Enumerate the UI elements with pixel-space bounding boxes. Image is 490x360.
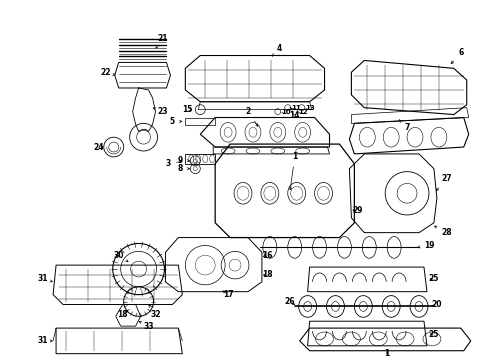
Text: 1: 1	[290, 152, 297, 190]
Text: 17: 17	[223, 290, 233, 299]
Text: 3: 3	[166, 159, 182, 168]
Text: 6: 6	[451, 48, 464, 64]
Text: 26: 26	[285, 297, 295, 306]
Text: 31: 31	[38, 336, 52, 345]
Text: 11: 11	[291, 105, 300, 111]
Text: 4: 4	[272, 44, 282, 56]
Text: 8: 8	[178, 164, 190, 173]
Text: 28: 28	[435, 226, 452, 237]
Text: 5: 5	[170, 117, 182, 126]
Text: 29: 29	[352, 206, 363, 215]
Text: 9: 9	[178, 156, 190, 165]
Text: 7: 7	[399, 120, 410, 132]
Text: 18: 18	[263, 270, 273, 279]
Text: 25: 25	[429, 274, 439, 283]
Text: 23: 23	[153, 107, 168, 116]
Text: 25: 25	[429, 329, 439, 338]
Text: 15: 15	[182, 105, 193, 114]
Text: 20: 20	[432, 300, 442, 309]
Text: 12: 12	[298, 109, 308, 114]
Text: 13: 13	[305, 105, 315, 111]
Text: 22: 22	[100, 68, 115, 77]
Text: 31: 31	[38, 274, 52, 283]
Text: 30: 30	[114, 251, 128, 262]
Text: 27: 27	[436, 174, 452, 190]
Text: 21: 21	[156, 34, 168, 48]
Text: 10: 10	[281, 109, 291, 114]
Text: 1: 1	[385, 349, 390, 358]
Text: 32: 32	[149, 305, 161, 319]
Text: 18: 18	[118, 310, 128, 319]
Text: 24: 24	[94, 143, 104, 152]
Text: 2: 2	[245, 107, 258, 126]
Text: 16: 16	[263, 251, 273, 260]
Text: 14: 14	[290, 107, 300, 120]
Text: 33: 33	[139, 321, 154, 330]
Text: 19: 19	[418, 241, 434, 250]
